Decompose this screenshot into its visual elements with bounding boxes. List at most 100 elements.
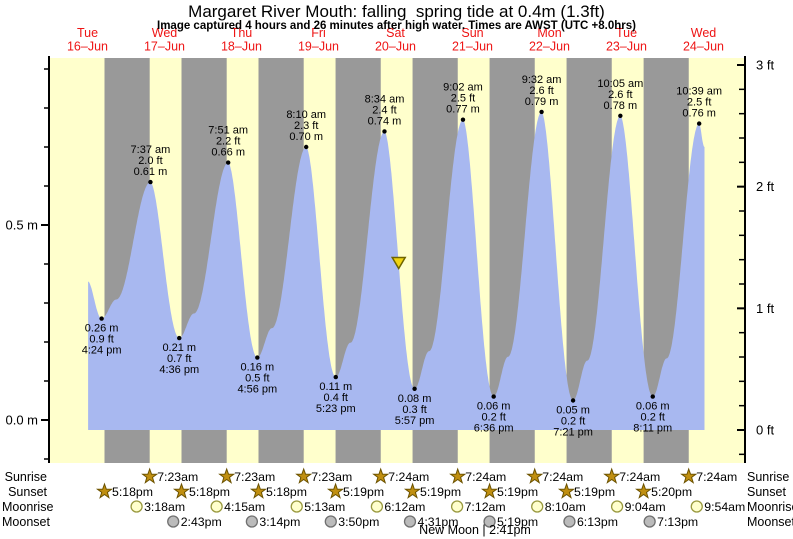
low-tide-time-label: 4:36 pm (159, 364, 199, 376)
moonrise-time: 4:15am (224, 500, 265, 514)
high-tide-point (618, 113, 623, 119)
sunrise-sun-icon (680, 467, 698, 484)
left-axis-tick-label: 0.5 m (5, 218, 38, 233)
low-tide-time-label: 7:21 pm (553, 427, 593, 439)
low-tide-time-label: 5:57 pm (395, 415, 435, 427)
moonrise-time: 9:54am (704, 500, 745, 514)
moonset-moon-icon (324, 515, 337, 528)
right-axis-tick-label: 1 ft (756, 301, 774, 316)
sunset-time: 5:20pm (651, 485, 692, 499)
low-tide-time-label: 8:11 pm (633, 423, 672, 435)
high-tide-point (696, 121, 702, 126)
moonrise-moon-icon (690, 500, 703, 513)
sunset-sun-icon (95, 482, 114, 499)
high-tide-ft-label: 2.2 ft (216, 136, 240, 148)
sunrise-time: 7:24am (696, 470, 737, 484)
chart-subtitle: Image captured 4 hours and 26 minutes af… (157, 20, 636, 32)
sunset-row-label-right: Sunset (747, 485, 786, 499)
sunrise-time: 7:24am (388, 470, 429, 484)
moonset-moon-icon (643, 515, 656, 528)
sunset-sun-icon (403, 482, 422, 499)
high-tide-time-label: 9:32 am (522, 74, 562, 86)
moonrise-moon-icon (531, 500, 544, 513)
sunrise-sun-icon (449, 467, 467, 484)
moonrise-moon-icon (450, 500, 464, 513)
high-tide-time-label: 7:37 am (131, 144, 171, 156)
sunset-sun-icon (480, 482, 499, 499)
high-tide-point (225, 160, 231, 165)
moonset-moon-icon (483, 515, 496, 528)
sunrise-sun-icon (141, 467, 159, 484)
moonset-time: 3:14pm (259, 515, 300, 529)
day-label-weekday: Wed (152, 26, 178, 40)
high-tide-ft-label: 2.0 ft (138, 155, 162, 167)
high-tide-time-label: 10:05 am (597, 78, 643, 90)
sunset-sun-icon (326, 482, 345, 499)
sunrise-sun-icon (603, 467, 621, 484)
low-tide-m-label: 0.05 m (556, 405, 590, 417)
new-moon-annotation: New Moon | 2:41pm (419, 523, 531, 537)
day-label-weekday: Tue (616, 26, 637, 40)
sunrise-row-label-left: Sunrise (4, 470, 47, 484)
day-label-weekday: Thu (231, 26, 253, 40)
right-axis-tick-label: 3 ft (756, 57, 774, 72)
moonrise-moon-icon (610, 500, 624, 513)
day-label-date: 20–Jun (375, 40, 416, 54)
high-tide-point (382, 129, 387, 134)
sunrise-time: 7:23am (234, 470, 275, 484)
moonrise-time: 3:18am (144, 500, 185, 514)
sunrise-sun-icon (295, 467, 313, 484)
moonrise-row-label-left: Moonrise (2, 500, 54, 514)
moonrise-time: 7:12am (465, 500, 506, 514)
sunrise-sun-icon (526, 467, 544, 484)
day-label-weekday: Sun (461, 26, 483, 40)
low-tide-point (255, 355, 260, 360)
moonrise-time: 8:10am (545, 500, 586, 514)
high-tide-ft-label: 2.4 ft (372, 104, 396, 116)
sunrise-time: 7:24am (465, 470, 506, 484)
low-tide-ft-label: 0.2 ft (481, 412, 505, 424)
sunrise-time: 7:24am (542, 470, 583, 484)
high-tide-ft-label: 2.3 ft (294, 120, 318, 132)
moonset-moon-icon (245, 515, 259, 528)
sunrise-time: 7:23am (157, 470, 198, 484)
moonset-time: 5:19pm (497, 515, 538, 529)
moonset-time: 7:13pm (657, 515, 698, 529)
high-tide-time-label: 8:10 am (286, 109, 326, 121)
low-tide-point (333, 374, 338, 380)
high-tide-ft-label: 2.6 ft (529, 85, 553, 97)
sunset-sun-icon (557, 482, 576, 499)
moonset-time: 2:43pm (181, 515, 222, 529)
moonrise-moon-icon (130, 500, 143, 513)
low-tide-m-label: 0.06 m (477, 401, 511, 413)
high-tide-time-label: 10:39 am (676, 86, 722, 98)
high-tide-ft-label: 2.6 ft (608, 89, 632, 101)
moonset-moon-icon (167, 515, 180, 528)
low-tide-ft-label: 0.7 ft (167, 353, 191, 365)
sunset-row-label-left: Sunset (8, 485, 47, 499)
high-tide-time-label: 8:34 am (365, 93, 405, 105)
sunrise-time: 7:23am (311, 470, 352, 484)
moonset-row-label-left: Moonset (2, 515, 50, 529)
high-tide-m-label: 0.61 m (134, 166, 168, 178)
sunset-sun-icon (172, 482, 191, 499)
low-tide-ft-label: 0.3 ft (402, 404, 426, 416)
moonset-time: 3:50pm (338, 515, 379, 529)
low-tide-point (491, 394, 496, 399)
sunset-time: 5:19pm (343, 485, 384, 499)
day-label-date: 23–Jun (606, 40, 647, 54)
low-tide-ft-label: 0.9 ft (89, 334, 113, 346)
high-tide-time-label: 9:02 am (443, 82, 483, 94)
low-tide-m-label: 0.08 m (398, 393, 432, 405)
moonset-moon-icon (563, 515, 576, 528)
day-label-date: 24–Jun (683, 40, 724, 54)
day-label-weekday: Wed (691, 26, 717, 40)
sunset-time: 5:18pm (112, 485, 153, 499)
high-tide-ft-label: 2.5 ft (687, 97, 711, 109)
high-tide-m-label: 0.74 m (368, 115, 402, 127)
moonset-moon-icon (403, 515, 417, 528)
day-label-weekday: Sat (386, 26, 405, 40)
left-axis-tick-label: 0.0 m (5, 413, 38, 428)
high-tide-m-label: 0.70 m (289, 131, 323, 143)
day-label-date: 18–Jun (221, 40, 262, 54)
